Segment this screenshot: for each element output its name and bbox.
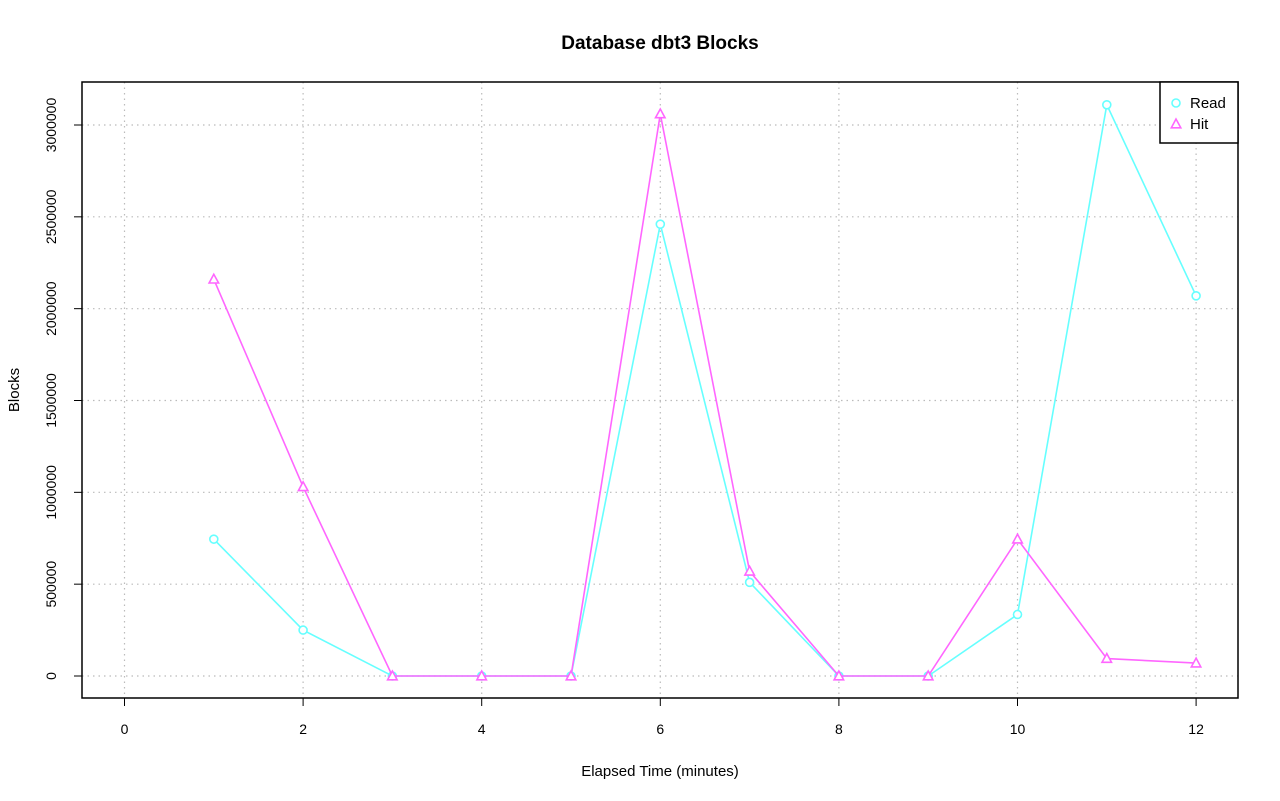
data-point-hit: [832, 669, 845, 681]
legend-label-read: Read: [1190, 95, 1226, 112]
x-tick-label: 8: [835, 721, 843, 737]
legend: Read Hit: [1159, 81, 1239, 144]
x-axis: 0 2 4 6 8 10 12: [121, 698, 1204, 737]
y-tick-label: 1000000: [43, 465, 59, 520]
gridlines: [82, 82, 1238, 698]
x-axis-label: Elapsed Time (minutes): [581, 763, 739, 780]
series-layer: [207, 99, 1203, 681]
y-tick-label: 500000: [43, 561, 59, 608]
legend-label-hit: Hit: [1190, 116, 1209, 133]
y-tick-label: 3000000: [43, 98, 59, 153]
data-point-read: [1102, 99, 1112, 110]
data-point-hit: [564, 669, 578, 681]
data-point-hit: [297, 480, 310, 492]
y-axis-label: Blocks: [6, 368, 23, 412]
data-point-read: [1191, 291, 1201, 301]
y-tick-label: 2500000: [43, 189, 59, 244]
legend-box: [1159, 81, 1239, 144]
data-point-hit: [1100, 651, 1113, 664]
chart-title: Database dbt3 Blocks: [561, 33, 758, 54]
data-point-hit: [386, 669, 399, 681]
x-tick-label: 12: [1188, 721, 1204, 737]
series-hit: [207, 107, 1203, 681]
data-point-read: [1012, 609, 1023, 620]
data-point-hit: [1011, 532, 1024, 544]
legend-marker-hit: [1169, 117, 1183, 129]
data-point-hit: [743, 564, 756, 576]
y-tick-label: 2000000: [43, 281, 59, 336]
data-point-hit: [922, 669, 935, 681]
series-line-read: [213, 102, 1197, 677]
data-point-read: [655, 219, 666, 229]
data-point-hit: [207, 272, 220, 284]
y-tick-label: 0: [43, 672, 59, 680]
data-point-hit: [475, 669, 488, 681]
data-point-read: [298, 625, 308, 635]
data-point-hit: [1189, 656, 1203, 668]
x-tick-label: 0: [121, 721, 129, 737]
series-read: [209, 99, 1201, 681]
x-tick-label: 2: [299, 721, 307, 737]
legend-marker-read: [1171, 98, 1181, 108]
x-tick-label: 10: [1010, 721, 1026, 737]
data-point-read: [209, 534, 219, 544]
x-tick-label: 6: [656, 721, 664, 737]
plot-frame: [81, 81, 1239, 699]
x-tick-label: 4: [478, 721, 486, 737]
series-line-hit: [213, 113, 1197, 677]
data-point-hit: [654, 107, 667, 119]
data-point-read: [744, 577, 755, 588]
y-tick-label: 1500000: [43, 373, 59, 428]
y-axis: 0 500000 1000000 1500000 2000000 2500000 30000…: [43, 98, 82, 680]
